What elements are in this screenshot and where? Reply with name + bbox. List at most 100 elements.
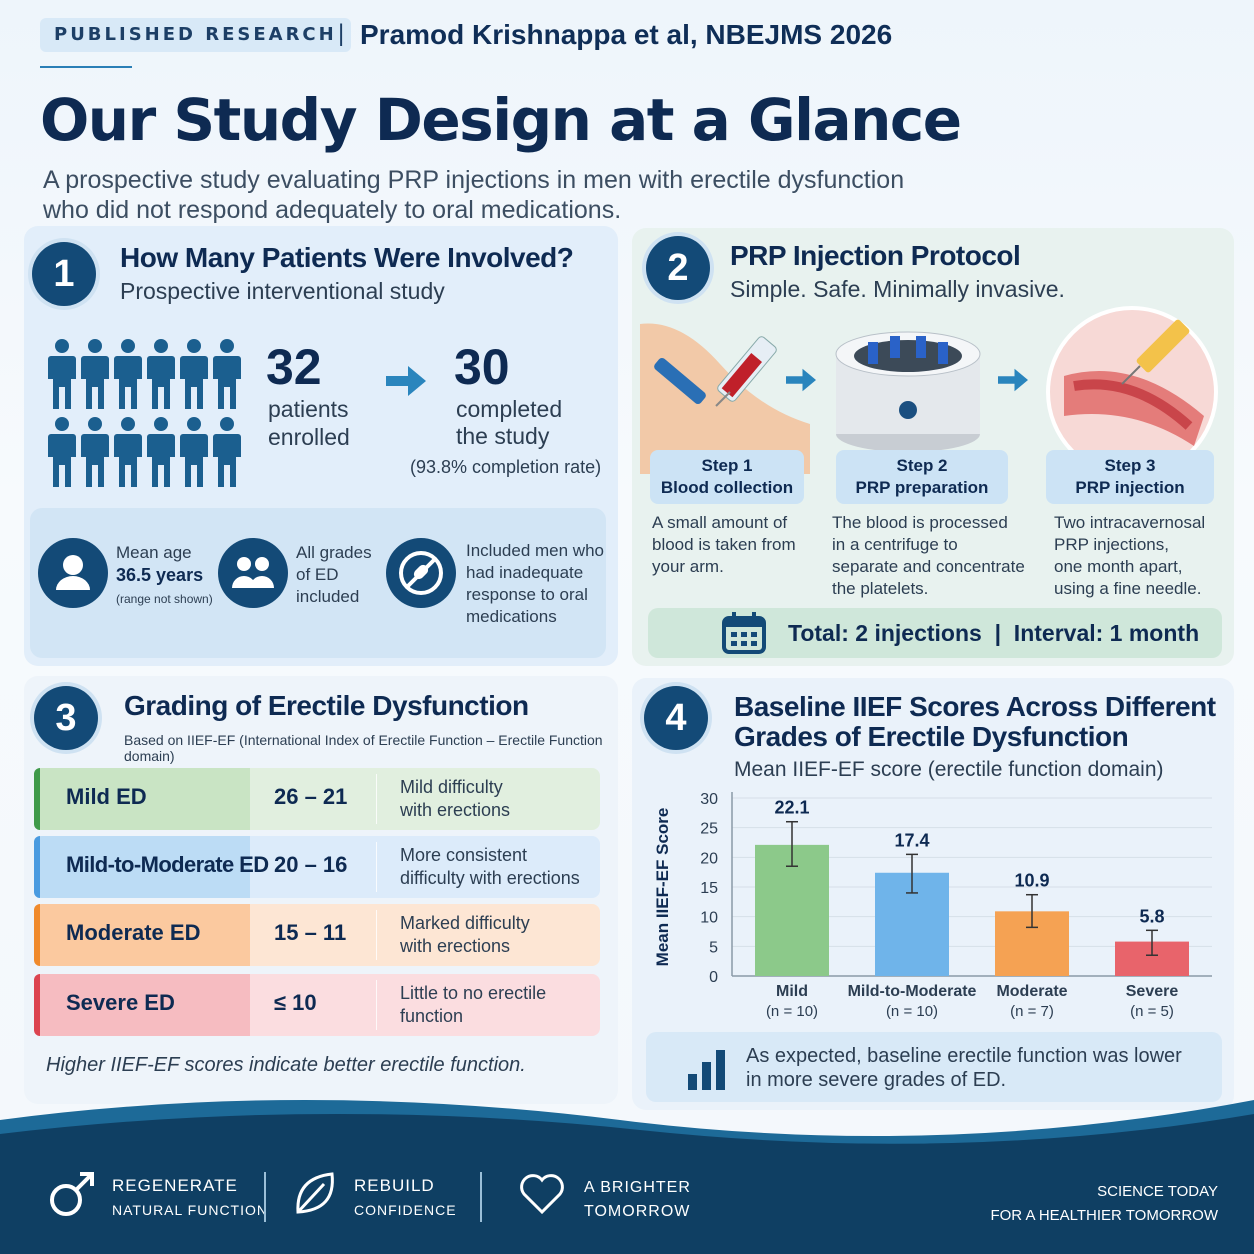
arrow-right-icon [386,366,426,396]
step-3-description: Two intracavernosal PRP injections, one … [1054,512,1205,600]
footer-line: REBUILD [354,1176,435,1195]
inclusion-line-2: had inadequate [466,563,584,582]
age-range-note: (range not shown) [116,592,213,606]
data-label: 5.8 [1139,906,1164,926]
male-symbol-icon [50,1172,94,1216]
grade-name: Severe ED [66,990,175,1015]
grade-description: More consistent difficulty with erection… [400,844,580,890]
grade-divider [376,980,377,1030]
summary-line: As expected, baseline erectile function … [746,1045,1182,1067]
step-3-desc-line: one month apart, [1054,557,1183,576]
panel-subtitle: Based on IIEF-EF (International Index of… [124,732,603,764]
grade-range: 26 – 21 [274,784,348,809]
grades-line-3: included [296,587,360,606]
y-axis-label: Mean IIEF-EF Score [653,808,672,967]
x-tick-note: (n = 10) [766,1003,818,1020]
completed-label-1: completed [456,396,563,422]
panel-subtitle: Simple. Safe. Minimally invasive. [730,276,1065,302]
grade-accent [34,768,40,830]
grade-name-cell [34,904,250,966]
grade-accent [34,836,40,898]
grade-desc-line: Marked difficulty [400,913,530,933]
no-pill-icon [386,538,456,608]
y-tick-label: 25 [700,821,718,838]
grade-desc-line: Little to no erectile [400,983,547,1003]
panel-title: PRP Injection Protocol [730,240,1021,271]
y-tick-label: 30 [700,791,718,808]
panel-number-1: 1 [32,242,96,306]
data-label: 22.1 [774,798,809,818]
enrolled-label-2: enrolled [268,424,350,450]
panel-grading: 3 Grading of Erectile Dysfunction Based … [24,676,618,1104]
grade-desc-line: Mild difficulty [400,777,503,797]
step-1-name: Blood collection [660,478,794,497]
x-tick-label: Mild-to-Moderate [848,983,977,1000]
grade-name: Moderate ED [66,920,201,945]
x-tick-label: Severe [1126,983,1179,1000]
step-3-desc-line: PRP injections, [1054,535,1169,554]
y-tick-label: 20 [700,850,718,867]
grade-name-cell [34,974,250,1036]
grade-accent [34,904,40,966]
panel-title-line: Grades of Erectile Dysfunction [734,721,1129,752]
y-tick-label: 5 [709,939,718,956]
panel-patients: 1 How Many Patients Were Involved? Prosp… [24,226,618,666]
step-1-label: Step 1 Blood collection [650,450,804,504]
mean-age-label: Mean age [116,543,192,562]
x-tick-note: (n = 7) [1010,1003,1054,1020]
chart-summary-text: As expected, baseline erectile function … [746,1044,1206,1092]
completed-count: 30 [454,339,510,395]
panel-title: Baseline IIEF Scores Across Different Gr… [734,692,1216,752]
chart-summary-box: As expected, baseline erectile function … [646,1032,1222,1102]
step-3-desc-line: using a fine needle. [1054,579,1202,598]
person-icon [38,538,108,608]
inclusion-line-3: response to oral [466,585,588,604]
grade-description: Mild difficulty with erections [400,776,510,822]
grade-divider [376,910,377,960]
panel-title-line: Baseline IIEF Scores Across Different [734,691,1216,722]
total-summary-bar: Total: 2 injections | Interval: 1 month [648,608,1222,658]
enrolled-label-1: patients [268,396,349,422]
header: PUBLISHED RESEARCH | Pramod Krishnappa e… [40,18,1220,224]
mean-age-value: 36.5 years [116,565,204,585]
inclusion-line-4: medications [466,607,557,626]
step-2-desc-line: the platelets. [832,579,929,598]
iief-bar-chart: 0 5 10 15 20 25 30 Mean IIEF-EF Score 22.1 Mild (n… [653,791,1212,1020]
data-label: 17.4 [894,830,929,850]
arrow-right-icon [998,368,1028,392]
grade-name: Mild ED [66,784,147,809]
grades-line-1: All grades [296,543,372,562]
panel-number-4: 4 [644,686,708,750]
step-2-number: Step 2 [896,456,948,475]
x-tick-note: (n = 10) [886,1003,938,1020]
grades-line-2: of ED [296,565,339,584]
page-subtitle: A prospective study evaluating PRP injec… [43,166,905,224]
grade-desc-line: difficulty with erections [400,868,580,888]
footer-tagline: SCIENCE TODAY FOR A HEALTHIER TOMORROW [990,1180,1218,1228]
bar-chart-icon [688,1050,725,1090]
grade-desc-line: with erections [400,936,511,956]
grade-row-mild-moderate: Mild-to-Moderate ED 20 – 16 More consist… [34,836,600,898]
panel-number-2: 2 [646,236,710,300]
footer-divider [264,1172,266,1222]
inclusion-line-1: Included men who [466,541,604,560]
step-1-desc-line: blood is taken from [652,535,796,554]
footer-item-rebuild: REBUILD CONFIDENCE [354,1174,457,1222]
grade-row-severe: Severe ED ≤ 10 Little to no erectile fun… [34,974,600,1036]
group-icon [218,538,288,608]
step-1-desc-line: A small amount of [652,513,788,532]
footer: REGENERATE NATURAL FUNCTION REBUILD CONF… [0,1090,1254,1254]
y-tick-label: 10 [700,910,718,927]
step-2-name: PRP preparation [855,478,989,497]
heart-icon [520,1174,564,1215]
published-badge: PUBLISHED RESEARCH [40,18,351,52]
step-1-desc-line: your arm. [652,557,724,576]
panel-title: Grading of Erectile Dysfunction [124,690,529,721]
panel-protocol: 2 PRP Injection Protocol Simple. Safe. M… [632,228,1234,666]
citation: Pramod Krishnappa et al, NBEJMS 2026 [360,19,893,50]
grade-description: Marked difficulty with erections [400,912,530,958]
grade-range: ≤ 10 [274,990,317,1015]
grade-divider [376,774,377,824]
footer-line: REGENERATE [112,1176,238,1195]
footer-item-regenerate: REGENERATE NATURAL FUNCTION [112,1174,268,1222]
